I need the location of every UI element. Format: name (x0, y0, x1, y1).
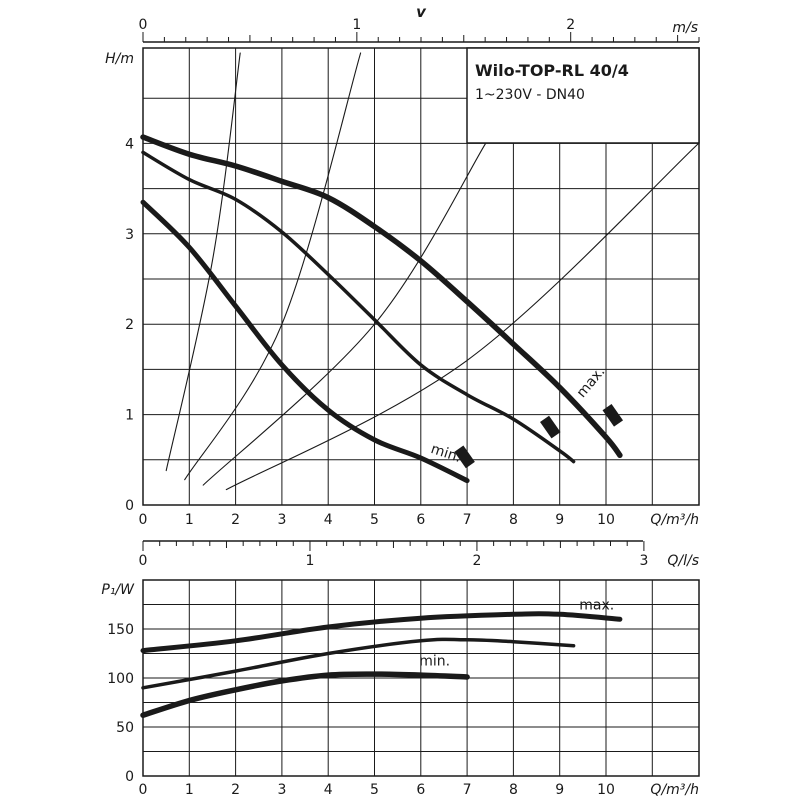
flow-ls-axis-ticks: 0 1 2 3 (139, 541, 648, 569)
velocity-tick-label: 1 (352, 17, 361, 33)
head-x-tick-label: 1 (185, 512, 194, 528)
head-x-tick-label: 9 (555, 512, 564, 528)
flow-ls-tick-label: 3 (639, 553, 648, 569)
head-y-tick-label: 2 (125, 317, 134, 333)
head-y-tick-label: 3 (125, 227, 134, 243)
power-x-tick-label: 0 (139, 782, 148, 798)
end-marker-min (454, 445, 475, 469)
power-curve-min (140, 671, 470, 718)
system-curve-1 (165, 52, 241, 472)
head-curve-max (140, 134, 623, 459)
head-x-tick-label: 5 (370, 512, 379, 528)
head-x-tick-label: 6 (416, 512, 425, 528)
power-y-tick-label: 0 (125, 769, 134, 785)
velocity-tick-label: 0 (139, 17, 148, 33)
head-y-tick-label: 0 (125, 498, 134, 514)
velocity-axis-unit: m/s (672, 20, 698, 36)
head-x-tick-label: 8 (509, 512, 518, 528)
chart-subtitle: 1~230V - DN40 (475, 87, 585, 103)
power-annotations: max. min. (419, 597, 614, 669)
power-x-tick-label: 1 (185, 782, 194, 798)
end-marker-mid (540, 415, 561, 439)
power-x-tick-label: 7 (463, 782, 472, 798)
head-curve-min (140, 199, 470, 484)
head-curve-end-markers (454, 403, 624, 469)
system-curve-3 (202, 142, 487, 486)
system-curve-4 (225, 142, 700, 491)
power-grid (143, 580, 699, 776)
system-curves (165, 52, 700, 491)
power-y-tick-label: 50 (116, 720, 134, 736)
power-x-tick-label: 4 (324, 782, 333, 798)
velocity-axis-ticks: 0 1 2 (139, 17, 700, 42)
power-y-axis-label: P₁/W (101, 582, 135, 598)
power-max-label: max. (579, 597, 614, 613)
power-x-tick-label: 2 (231, 782, 240, 798)
head-y-tick-label: 1 (125, 408, 134, 424)
head-x-tick-label: 7 (463, 512, 472, 528)
head-y-tick-labels: 0 1 2 3 4 (125, 136, 134, 514)
head-chart: Wilo-TOP-RL 40/4 1~230V - DN40 0 1 2 v m/s… (105, 3, 700, 528)
velocity-tick-label: 2 (566, 17, 575, 33)
head-series (140, 134, 623, 484)
head-x-tick-label: 10 (597, 512, 615, 528)
system-curve-2 (184, 52, 362, 481)
power-min-label: min. (419, 653, 450, 669)
head-plot-frame (142, 47, 700, 506)
title-box (466, 47, 700, 144)
end-marker-max (602, 403, 624, 427)
flow-ls-axis-label: Q/l/s (667, 553, 699, 569)
head-x-tick-labels: 0 1 2 3 4 5 6 7 8 9 10 (139, 512, 615, 528)
power-y-tick-label: 150 (107, 622, 134, 638)
power-x-tick-label: 6 (416, 782, 425, 798)
head-y-tick-label: 4 (125, 136, 134, 152)
power-x-tick-label: 3 (277, 782, 286, 798)
power-plot-frame (142, 579, 700, 777)
head-x-axis-label: Q/m³/h (650, 512, 699, 528)
flow-ls-tick-label: 1 (306, 553, 315, 569)
head-curve-mid (141, 150, 576, 464)
power-series (140, 611, 623, 718)
power-x-tick-label: 8 (509, 782, 518, 798)
power-y-tick-label: 100 (107, 671, 134, 687)
power-x-tick-label: 10 (597, 782, 615, 798)
power-curve-max (140, 611, 623, 654)
power-y-tick-labels: 0 50 100 150 (107, 622, 134, 785)
power-chart: 0 1 2 3 Q/l/s 0 1 2 3 4 5 6 7 8 9 10 0 50 100 150 P₁/W Q… (101, 540, 700, 798)
power-x-axis-label: Q/m³/h (650, 782, 699, 798)
head-y-axis-label: H/m (105, 51, 134, 67)
head-x-tick-label: 2 (231, 512, 240, 528)
head-x-tick-label: 3 (277, 512, 286, 528)
power-curve-mid (141, 637, 576, 690)
velocity-axis-letter: v (416, 3, 427, 21)
power-x-tick-label: 9 (555, 782, 564, 798)
head-x-tick-label: 4 (324, 512, 333, 528)
chart-title: Wilo-TOP-RL 40/4 (475, 61, 629, 80)
power-x-tick-labels: 0 1 2 3 4 5 6 7 8 9 10 (139, 782, 615, 798)
head-x-tick-label: 0 (139, 512, 148, 528)
flow-ls-tick-label: 2 (472, 553, 481, 569)
power-x-tick-label: 5 (370, 782, 379, 798)
flow-ls-tick-label: 0 (139, 553, 148, 569)
